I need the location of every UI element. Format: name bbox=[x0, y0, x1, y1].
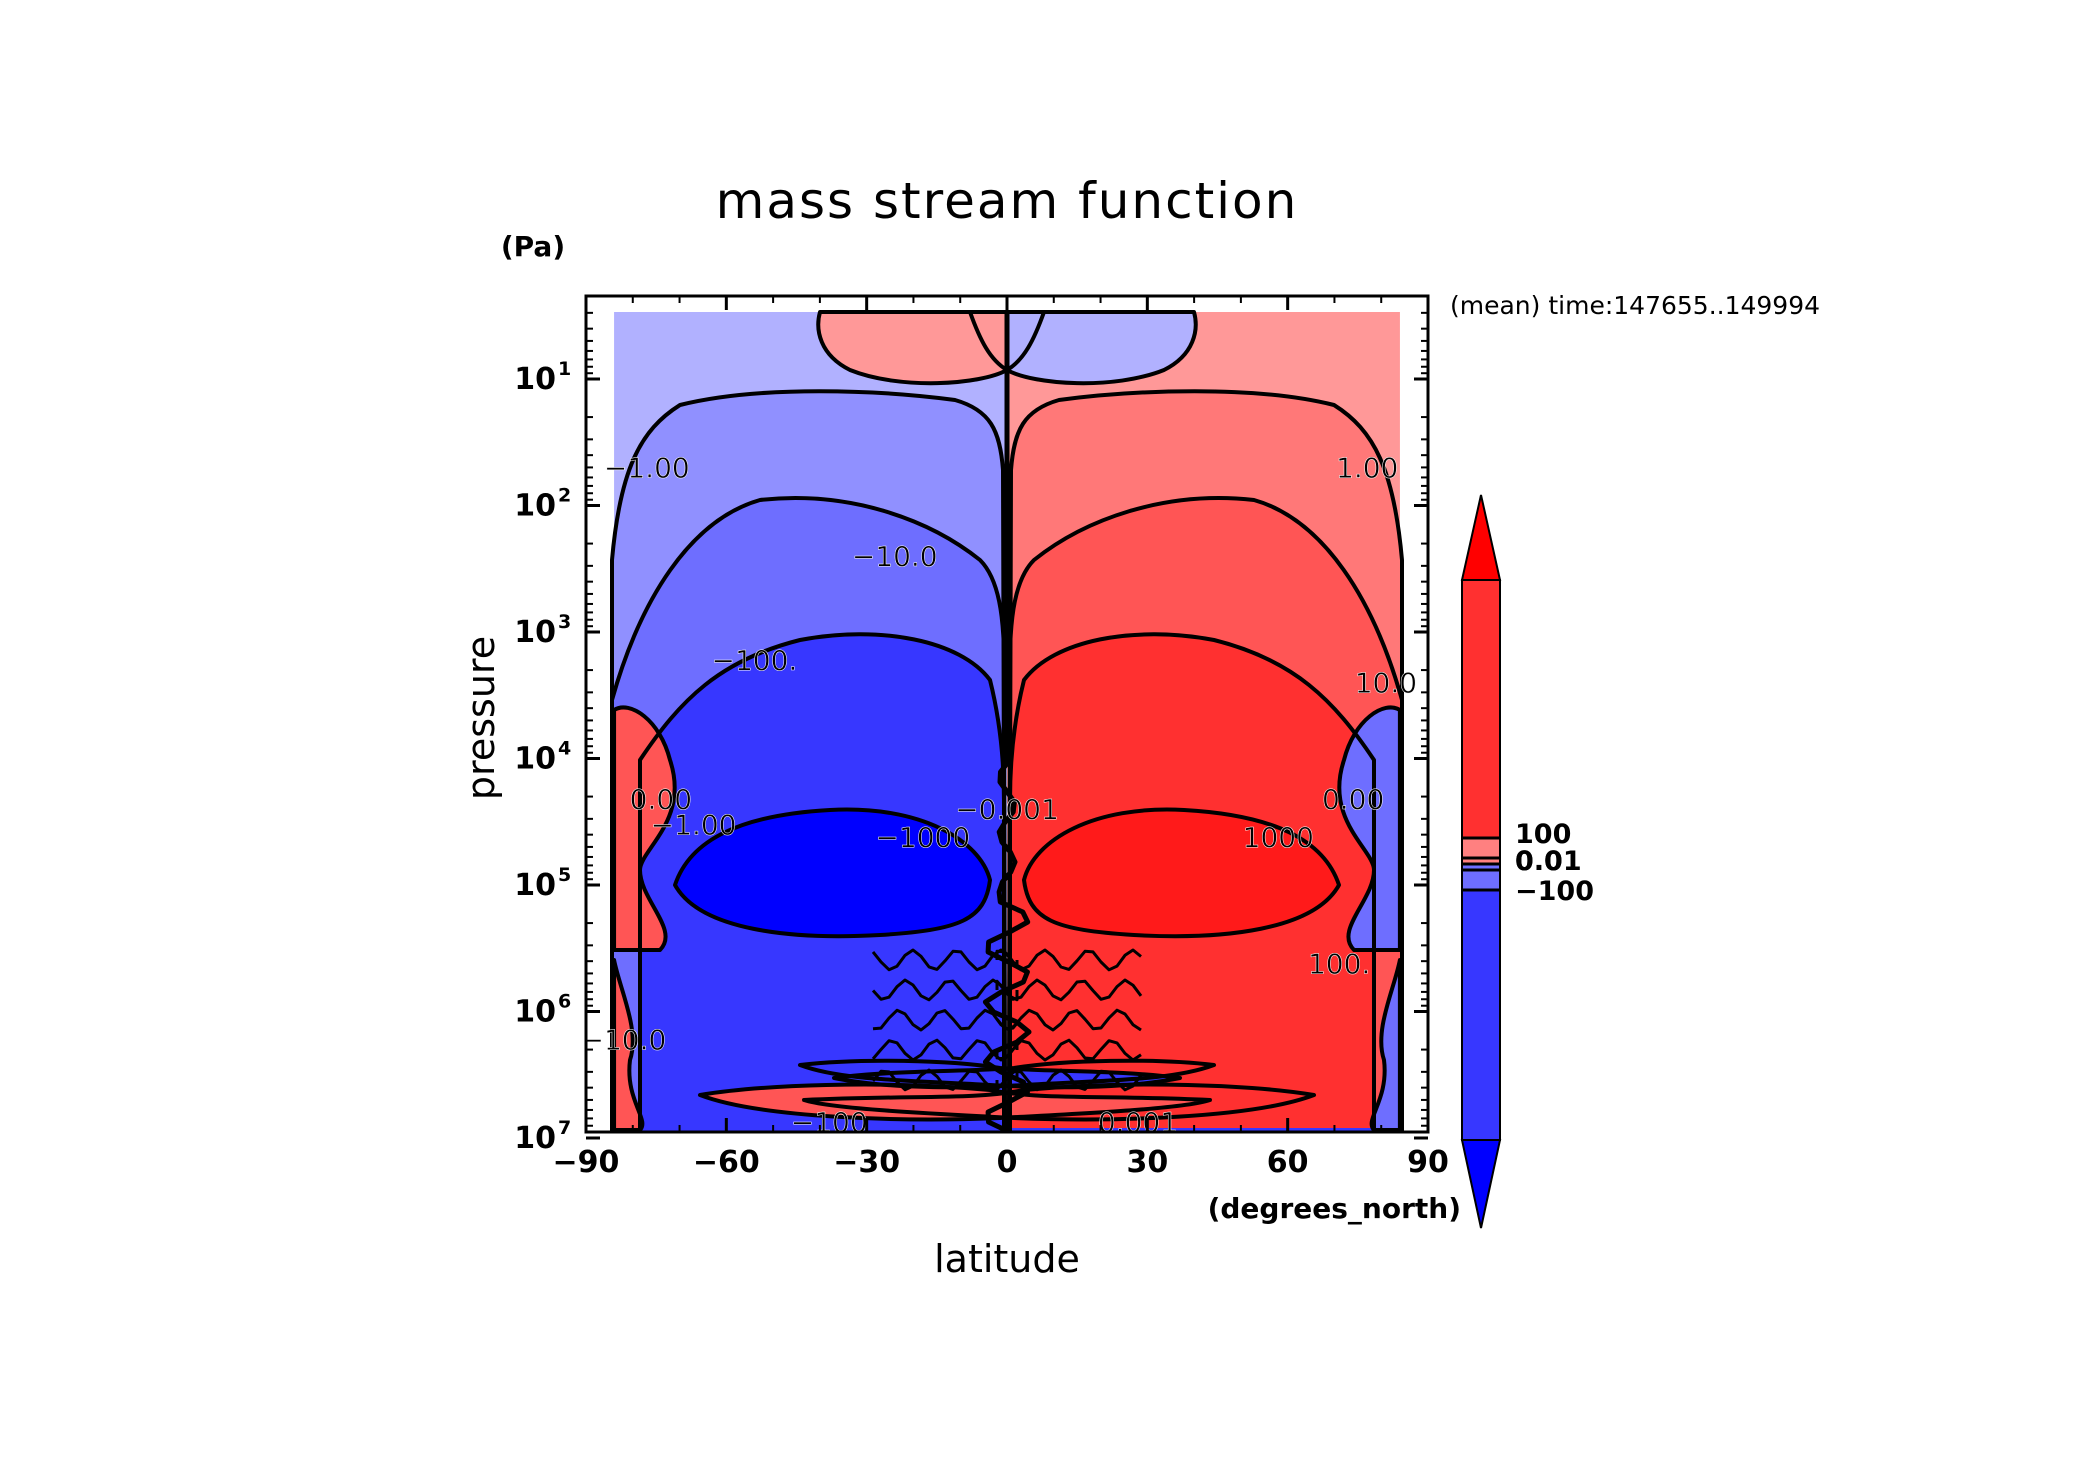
y-units: (Pa) bbox=[501, 230, 565, 263]
contour-label: 100. bbox=[1308, 947, 1370, 980]
y-tick-exponent: 2 bbox=[558, 485, 571, 507]
contour-south-2 bbox=[610, 389, 1007, 1132]
band-south-edge-red-2 bbox=[614, 960, 643, 1130]
contour-label: 0.00 bbox=[1322, 783, 1384, 816]
chart-subtitle: (mean) time:147655..149994 bbox=[1450, 291, 1820, 320]
contour-label: −100 bbox=[791, 1106, 868, 1139]
y-tick-label: 10 bbox=[514, 489, 556, 524]
y-tick-exponent: 6 bbox=[558, 991, 571, 1013]
y-tick-label: 10 bbox=[514, 362, 556, 397]
contour-label: 1000 bbox=[1243, 821, 1314, 854]
band-south-edge-red bbox=[614, 707, 675, 950]
x-tick-label: −90 bbox=[553, 1145, 620, 1180]
colorbar-upper-arrow bbox=[1460, 494, 1502, 581]
x-tick-label: −60 bbox=[693, 1145, 760, 1180]
y-tick-exponent: 1 bbox=[558, 358, 571, 380]
x-tick-label: 30 bbox=[1126, 1145, 1168, 1180]
contour-north-5 bbox=[1022, 807, 1341, 939]
y-tick-exponent: 4 bbox=[558, 738, 571, 760]
contour-north-top bbox=[1005, 310, 1198, 386]
contour-label: −10.0 bbox=[581, 1024, 667, 1057]
contour-south-3 bbox=[610, 496, 1007, 1132]
contour-north-edge bbox=[1337, 705, 1402, 952]
plot-area: −1.00 1.00 −10.0 10.0 −100. −1000 1000 100. −10.… bbox=[581, 310, 1417, 1139]
colorbar-label: −100 bbox=[1515, 876, 1594, 907]
colorbar-label: 100 bbox=[1515, 819, 1571, 850]
contour-north-3 bbox=[1007, 496, 1404, 1132]
colorbar-label-overlap: 0.0 bbox=[1515, 846, 1563, 877]
contour-south-edge-2 bbox=[612, 958, 645, 1132]
colorbar-band bbox=[1461, 579, 1501, 839]
band-south-top-red bbox=[818, 312, 1007, 384]
contour-lines bbox=[610, 310, 1404, 1132]
y-tick-label: 10 bbox=[514, 995, 556, 1030]
contour-label: −10.0 bbox=[852, 540, 938, 573]
colorbar-band bbox=[1461, 889, 1501, 1141]
contour-label: 0.001 bbox=[1098, 1106, 1178, 1139]
contour-north-edge-2 bbox=[1369, 958, 1402, 1132]
x-axis: −90 −60 −30 0 30 60 90 bbox=[553, 296, 1449, 1180]
chart-title: mass stream function bbox=[716, 172, 1299, 230]
contour-label: −0.001 bbox=[955, 793, 1059, 826]
contour-north-2 bbox=[1007, 389, 1404, 1132]
y-axis-label: pressure bbox=[459, 636, 503, 800]
contour-labels: −1.00 1.00 −10.0 10.0 −100. −1000 1000 100. −10.… bbox=[581, 451, 1417, 1139]
contour-label: −1.00 bbox=[604, 451, 690, 484]
contour-south-5 bbox=[673, 807, 992, 939]
y-tick-exponent: 7 bbox=[558, 1117, 571, 1139]
contour-south-top bbox=[816, 310, 1009, 386]
x-tick-label: −30 bbox=[833, 1145, 900, 1180]
colorbar-band bbox=[1461, 863, 1501, 891]
contour-label: 1.00 bbox=[1336, 451, 1398, 484]
contour-zero-equator bbox=[982, 312, 1032, 1132]
y-tick-exponent: 3 bbox=[558, 611, 571, 633]
contour-label: −1000 bbox=[875, 821, 970, 854]
x-tick-label: 60 bbox=[1267, 1145, 1309, 1180]
contour-surface-wave-south-1 bbox=[871, 978, 1019, 1002]
contour-surface-wave-south-0 bbox=[871, 948, 1019, 972]
contour-label: −100. bbox=[711, 644, 797, 677]
y-tick-label: 10 bbox=[514, 1121, 556, 1156]
contour-fills bbox=[612, 312, 1402, 1132]
contour-label: 10.0 bbox=[1355, 666, 1417, 699]
contour-south-4 bbox=[638, 632, 1006, 1132]
contour-surface-wave-south-4 bbox=[871, 1068, 1019, 1092]
y-tick-label: 10 bbox=[514, 868, 556, 903]
band-north-top-blue bbox=[1007, 312, 1196, 384]
contour-label: 0.00 bbox=[630, 783, 692, 816]
contour-surface-wave-south-3 bbox=[871, 1038, 1019, 1062]
contour-zero-split-left bbox=[968, 311, 1009, 372]
contour-surface-b bbox=[832, 1058, 1216, 1090]
contour-south-edge bbox=[612, 705, 677, 952]
colorbar-label: 0.01 bbox=[1515, 846, 1582, 877]
y-tick-label: 10 bbox=[514, 742, 556, 777]
x-tick-label: 90 bbox=[1407, 1145, 1449, 1180]
band-surface-red bbox=[700, 1084, 1210, 1120]
x-units: (degrees_north) bbox=[1208, 1192, 1461, 1225]
x-axis-label: latitude bbox=[934, 1237, 1080, 1281]
band-north-5 bbox=[1024, 809, 1339, 937]
y-tick-label: 10 bbox=[514, 615, 556, 650]
y-tick-exponent: 5 bbox=[558, 864, 571, 886]
band-north-edge-blue-2 bbox=[1371, 960, 1400, 1130]
contour-north-4 bbox=[1008, 632, 1376, 1132]
contour-zero-split-right bbox=[1005, 311, 1046, 372]
band-north-edge-blue bbox=[1339, 707, 1400, 950]
x-tick-label: 0 bbox=[997, 1145, 1018, 1180]
colorbar-band bbox=[1461, 837, 1501, 865]
colorbar-lower-arrow bbox=[1460, 1139, 1502, 1229]
contour-surface-wave-south-2 bbox=[872, 1008, 1019, 1032]
band-south-5 bbox=[675, 809, 990, 937]
contour-label: −1.00 bbox=[651, 809, 737, 842]
